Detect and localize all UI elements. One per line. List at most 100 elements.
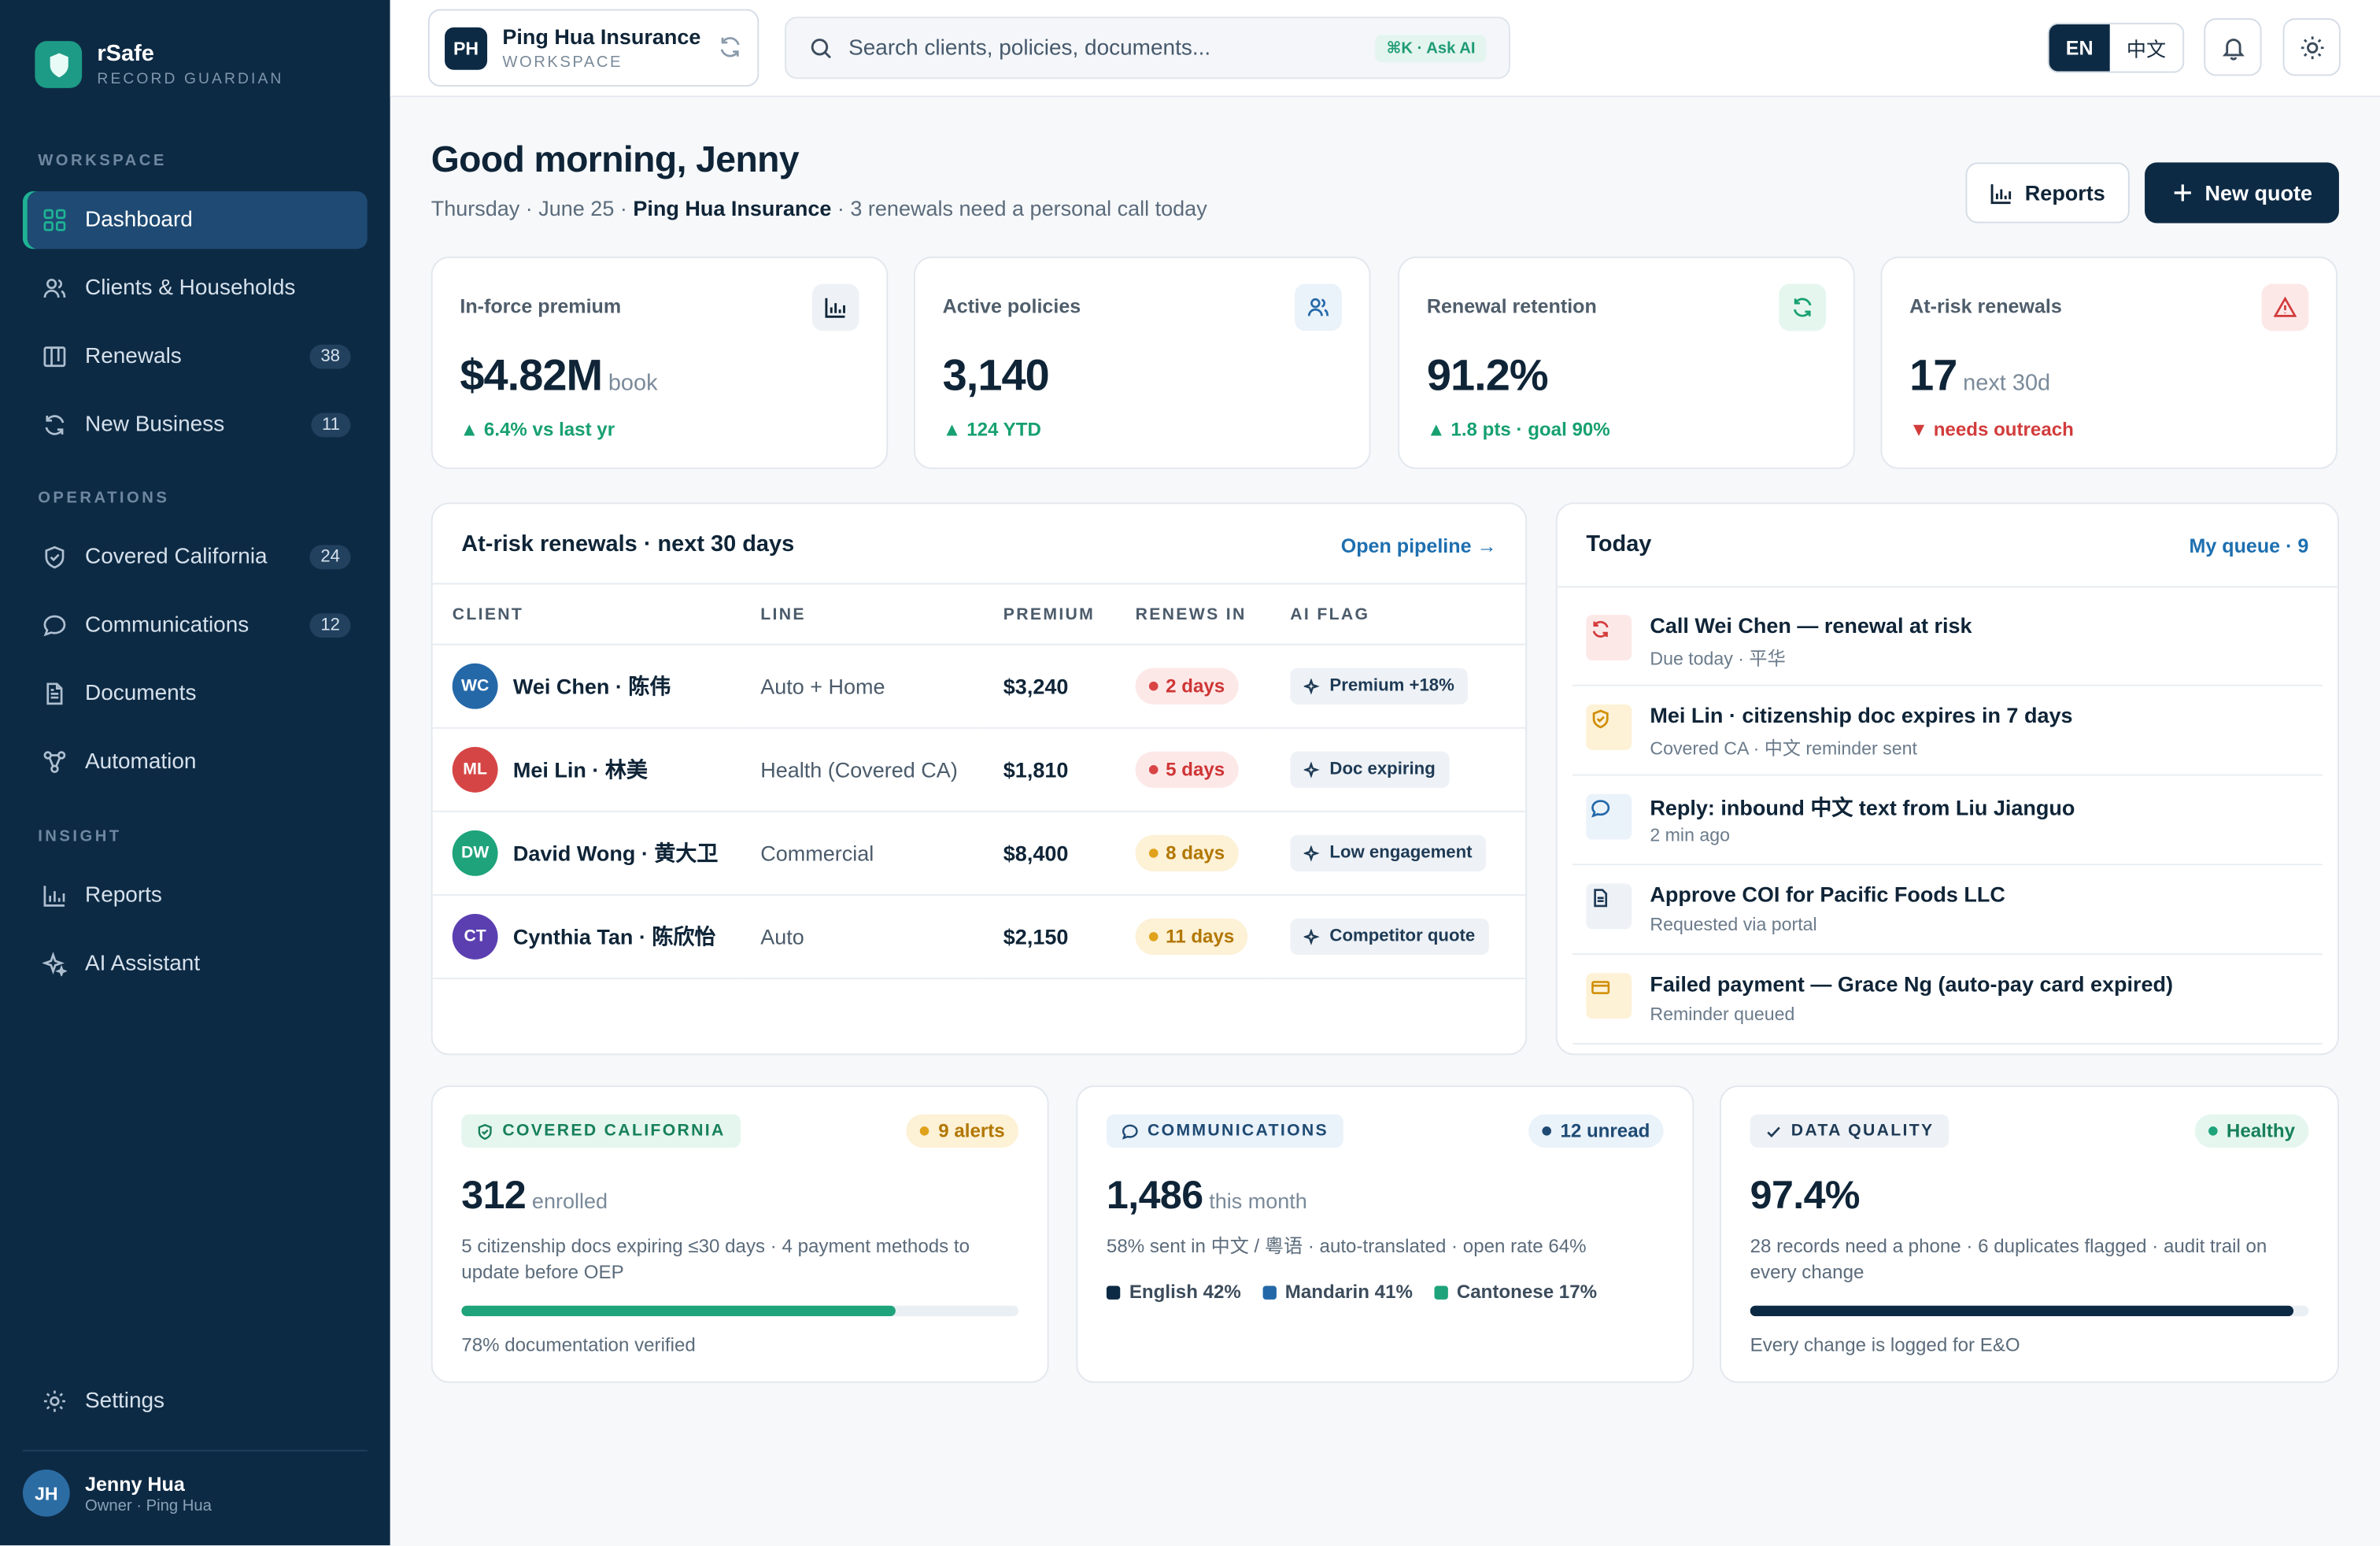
kpi-card-policies[interactable]: Active policies 3,140 ▲ 124 YTD [913,256,1371,469]
check-icon [1765,1123,1782,1139]
language-toggle: EN 中文 [2047,22,2185,73]
table-row[interactable]: DW David Wong · 黄大卫 Commercial $8,400 8 d… [432,811,1526,896]
client-name[interactable]: Wei Chen · 陈伟 [512,674,671,699]
ai-flag[interactable]: Premium +18% [1290,668,1469,705]
count-badge: 24 [309,545,351,570]
bar-chart-icon [1990,181,2012,204]
ai-flag[interactable]: Competitor quote [1290,918,1489,956]
chat-bubble-icon [1586,793,1632,840]
column-header[interactable]: CLIENT [432,583,741,645]
new-quote-button[interactable]: New quote [2145,162,2339,224]
workspace-switcher[interactable]: PH Ping Hua Insurance WORKSPACE [427,9,759,87]
unread-badge[interactable]: 12 unread [1528,1114,1664,1148]
my-queue-link[interactable]: My queue · 9 [2189,534,2309,557]
sidebar-item-reports[interactable]: Reports [23,867,368,924]
renews-badge: 8 days [1135,834,1239,871]
notifications-button[interactable] [2204,18,2262,76]
open-pipeline-link[interactable]: Open pipeline → [1340,534,1497,557]
card-description: 28 records need a phone · 6 duplicates f… [1750,1235,2267,1283]
sidebar: rSafe RECORD GUARDIAN WORKSPACE Dashboar… [0,0,390,1546]
kpi-card-retention[interactable]: Renewal retention 91.2% ▲ 1.8 pts · goal… [1398,256,1855,469]
search-input[interactable]: Search clients, policies, documents... ⌘… [785,17,1510,80]
sidebar-item-label: Covered California [84,545,268,570]
sun-icon [2299,34,2325,60]
alerts-badge[interactable]: 9 alerts [906,1114,1019,1148]
task-title: Reply: inbound 中文 text from Liu Jianguo [1650,795,2075,820]
client-name[interactable]: Mei Lin · 林美 [512,757,648,782]
page-title: Good morning, Jenny [431,139,800,181]
bar-chart-icon [811,283,859,331]
panel-title: Today [1586,531,1652,557]
sidebar-item-communications[interactable]: Communications 12 [23,597,368,654]
documentation-progress-bar [461,1305,1019,1317]
communications-card[interactable]: COMMUNICATIONS 12 unread 1,486 this month… [1076,1085,1694,1383]
lang-en[interactable]: EN [2049,24,2110,72]
kpi-card-at-risk[interactable]: At-risk renewals 17 next 30d ▼ needs outr… [1880,256,2338,469]
task-item[interactable]: Failed payment — Grace Ng (auto-pay card… [1572,956,2323,1045]
lang-zh[interactable]: 中文 [2126,38,2167,61]
sparkle-icon [41,951,67,977]
shield-logo-icon [35,41,83,88]
theme-toggle-button[interactable] [2282,18,2341,76]
covered-california-card[interactable]: COVERED CALIFORNIA 9 alerts 312 enrolled … [431,1085,1049,1383]
sidebar-item-label: Settings [84,1389,165,1414]
avatar: JH [22,1469,70,1517]
table-row[interactable]: ML Mei Lin · 林美 Health (Covered CA) $1,81… [432,727,1526,812]
users-icon [41,276,67,301]
sidebar-item-label: Documents [84,681,197,706]
reports-button[interactable]: Reports [1965,162,2130,224]
sidebar-item-renewals[interactable]: Renewals 38 [23,328,368,386]
task-item[interactable]: Reply: inbound 中文 text from Liu Jianguo … [1572,777,2323,866]
sidebar-item-clients[interactable]: Clients & Households [23,260,368,317]
kpi-delta: ▲ 6.4% vs last yr [460,419,615,441]
workflow-icon [41,749,67,775]
brand[interactable]: rSafe RECORD GUARDIAN [35,41,283,88]
ask-ai-shortcut[interactable]: ⌘K · Ask AI [1376,35,1487,63]
section-workspace: WORKSPACE [38,151,167,170]
column-header[interactable]: PREMIUM [983,583,1116,645]
column-header[interactable]: RENEWS IN [1115,583,1271,645]
sidebar-item-ai-assistant[interactable]: AI Assistant [23,935,368,993]
section-operations: OPERATIONS [38,488,170,508]
task-item[interactable]: Call Wei Chen — renewal at risk Due toda… [1572,598,2323,686]
kpi-card-premium[interactable]: In-force premium $4.82M book ▲ 6.4% vs la… [431,256,889,469]
sidebar-item-settings[interactable]: Settings [23,1372,368,1429]
kpi-label: At-risk renewals [1909,294,2062,318]
company-name: Ping Hua Insurance [633,195,832,220]
column-header[interactable]: AI FLAG [1270,583,1526,645]
user-profile[interactable]: JH Jenny Hua Owner · Ping Hua [22,1469,212,1517]
premium: $2,150 [983,894,1116,979]
sparkle-icon [1303,678,1321,694]
switch-icon[interactable] [718,35,742,59]
sidebar-item-label: Reports [84,883,162,908]
language-legend: English 42% Mandarin 41% Cantonese 17% [1106,1282,1597,1303]
kpi-unit: book [608,370,658,397]
health-badge[interactable]: Healthy [2194,1114,2309,1148]
client-name[interactable]: Cynthia Tan · 陈欣怡 [512,924,716,949]
kpi-value: $4.82M book [460,352,658,401]
table-row[interactable]: WC Wei Chen · 陈伟 Auto + Home $3,240 2 day… [432,644,1526,729]
card-value: 97.4% [1750,1171,1861,1218]
search-icon [809,35,833,60]
columns-icon [41,344,67,370]
user-role: Owner · Ping Hua [84,1496,212,1515]
sidebar-item-dashboard[interactable]: Dashboard [22,190,368,250]
sparkle-icon [1303,845,1321,861]
sidebar-item-documents[interactable]: Documents [23,665,368,723]
task-item[interactable]: Mei Lin · citizenship doc expires in 7 d… [1572,688,2323,776]
ai-flag[interactable]: Low engagement [1290,834,1486,871]
task-title: Mei Lin · citizenship doc expires in 7 d… [1650,702,2073,727]
column-header[interactable]: LINE [741,583,984,645]
data-quality-card[interactable]: DATA QUALITY Healthy 97.4% 28 records ne… [1720,1085,2339,1383]
sidebar-item-covered-california[interactable]: Covered California 24 [23,528,368,586]
credit-card-icon [1586,973,1632,1019]
reports-button-label: Reports [2024,180,2105,205]
ai-flag[interactable]: Doc expiring [1290,751,1450,788]
sidebar-item-new-business[interactable]: New Business 11 [23,396,368,453]
sidebar-item-label: Automation [84,749,197,775]
page-subtitle: Thursday · June 25 · Ping Hua Insurance … [431,196,1207,220]
task-item[interactable]: Approve COI for Pacific Foods LLC Reques… [1572,867,2323,956]
client-name[interactable]: David Wong · 黄大卫 [512,841,719,866]
table-row[interactable]: CT Cynthia Tan · 陈欣怡 Auto $2,150 11 days … [432,894,1526,979]
sidebar-item-automation[interactable]: Automation [23,733,368,790]
